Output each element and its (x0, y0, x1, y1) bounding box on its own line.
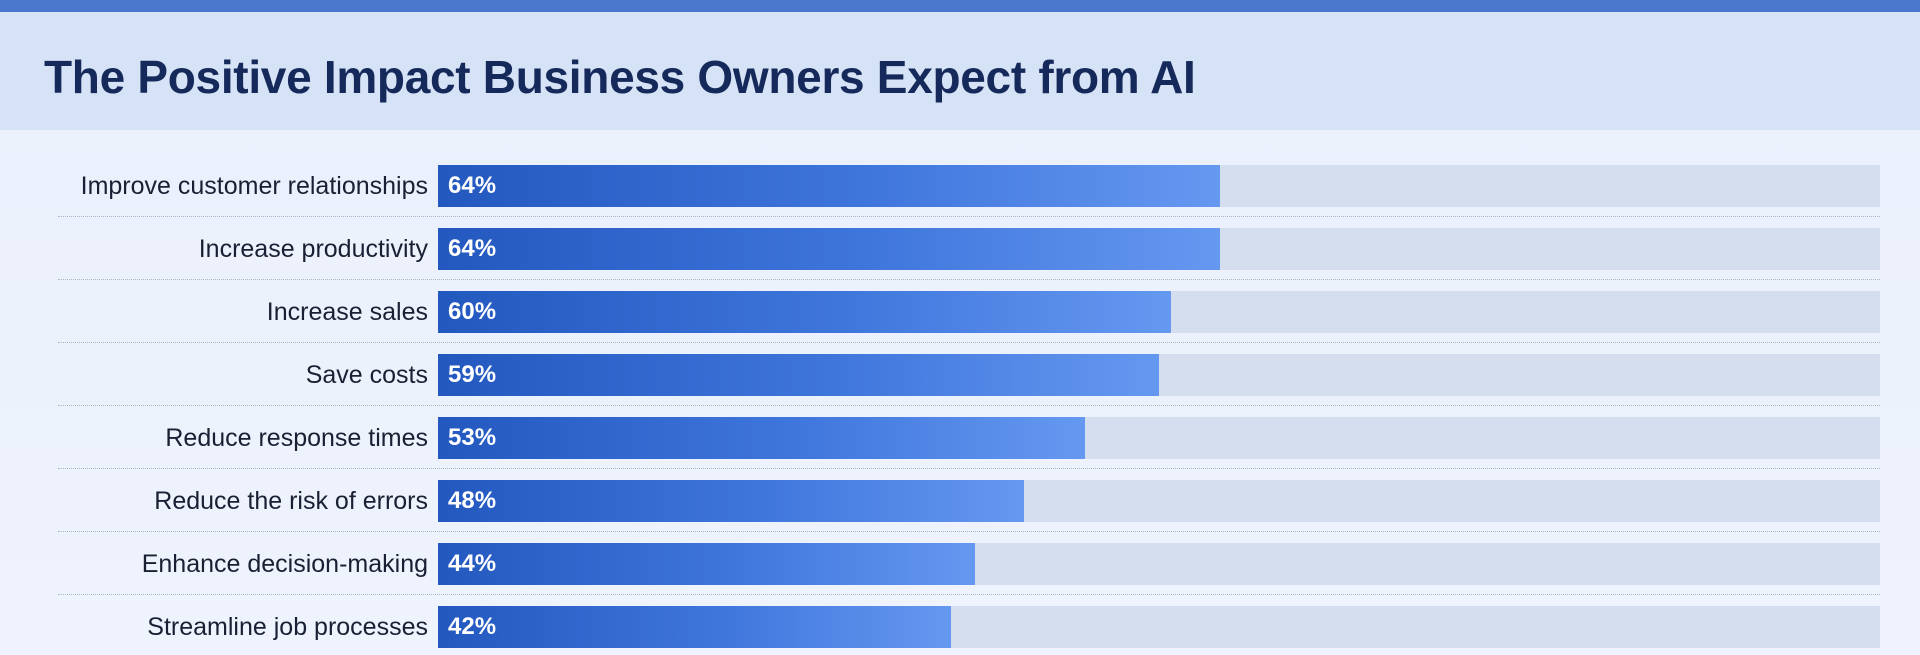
bar (438, 543, 975, 585)
bar-track: 53% (438, 417, 1880, 459)
row-divider (58, 342, 1880, 343)
chart-header: The Positive Impact Business Owners Expe… (0, 12, 1920, 130)
bar-row: Increase sales 60% (0, 280, 1920, 343)
category-label: Enhance decision-making (141, 550, 428, 578)
value-label: 53% (448, 424, 497, 451)
bar-row: Enhance decision-making 44% (0, 532, 1920, 595)
bar-track: 59% (438, 354, 1880, 396)
value-label: 60% (448, 298, 497, 325)
row-divider (58, 594, 1880, 595)
chart-title: The Positive Impact Business Owners Expe… (44, 51, 1196, 103)
category-label: Improve customer relationships (80, 172, 428, 200)
bar-row: Improve customer relationships 64% (0, 154, 1920, 217)
bar-row: Streamline job processes 42% (0, 595, 1920, 655)
value-label: 48% (448, 487, 497, 514)
bar-track: 44% (438, 543, 1880, 585)
bar-row: Increase productivity 64% (0, 217, 1920, 280)
value-label: 64% (448, 235, 497, 262)
category-label: Reduce the risk of errors (154, 487, 428, 515)
value-label: 42% (448, 613, 497, 640)
bar (438, 165, 1220, 207)
bar-row: Save costs 59% (0, 343, 1920, 406)
bar-track: 64% (438, 228, 1880, 270)
bar (438, 480, 1024, 522)
bar (438, 291, 1171, 333)
category-label: Save costs (305, 361, 428, 389)
category-label: Streamline job processes (147, 613, 428, 641)
row-divider (58, 468, 1880, 469)
bar-row: Reduce the risk of errors 48% (0, 469, 1920, 532)
category-label: Reduce response times (165, 424, 428, 452)
value-label: 59% (448, 361, 497, 388)
row-divider (58, 216, 1880, 217)
bar-track: 64% (438, 165, 1880, 207)
bar-track: 60% (438, 291, 1880, 333)
bar (438, 417, 1085, 459)
bar-chart: Improve customer relationships 64% Increas… (0, 130, 1920, 655)
category-label: Increase sales (266, 298, 428, 326)
row-divider (58, 279, 1880, 280)
bar-row: Reduce response times 53% (0, 406, 1920, 469)
top-accent-stripe (0, 0, 1920, 12)
row-divider (58, 531, 1880, 532)
bar (438, 228, 1220, 270)
value-label: 64% (448, 172, 497, 199)
bar-track: 42% (438, 606, 1880, 648)
value-label: 44% (448, 550, 497, 577)
category-label: Increase productivity (198, 235, 428, 263)
row-divider (58, 405, 1880, 406)
bar-track: 48% (438, 480, 1880, 522)
bar (438, 354, 1159, 396)
bar (438, 606, 951, 648)
